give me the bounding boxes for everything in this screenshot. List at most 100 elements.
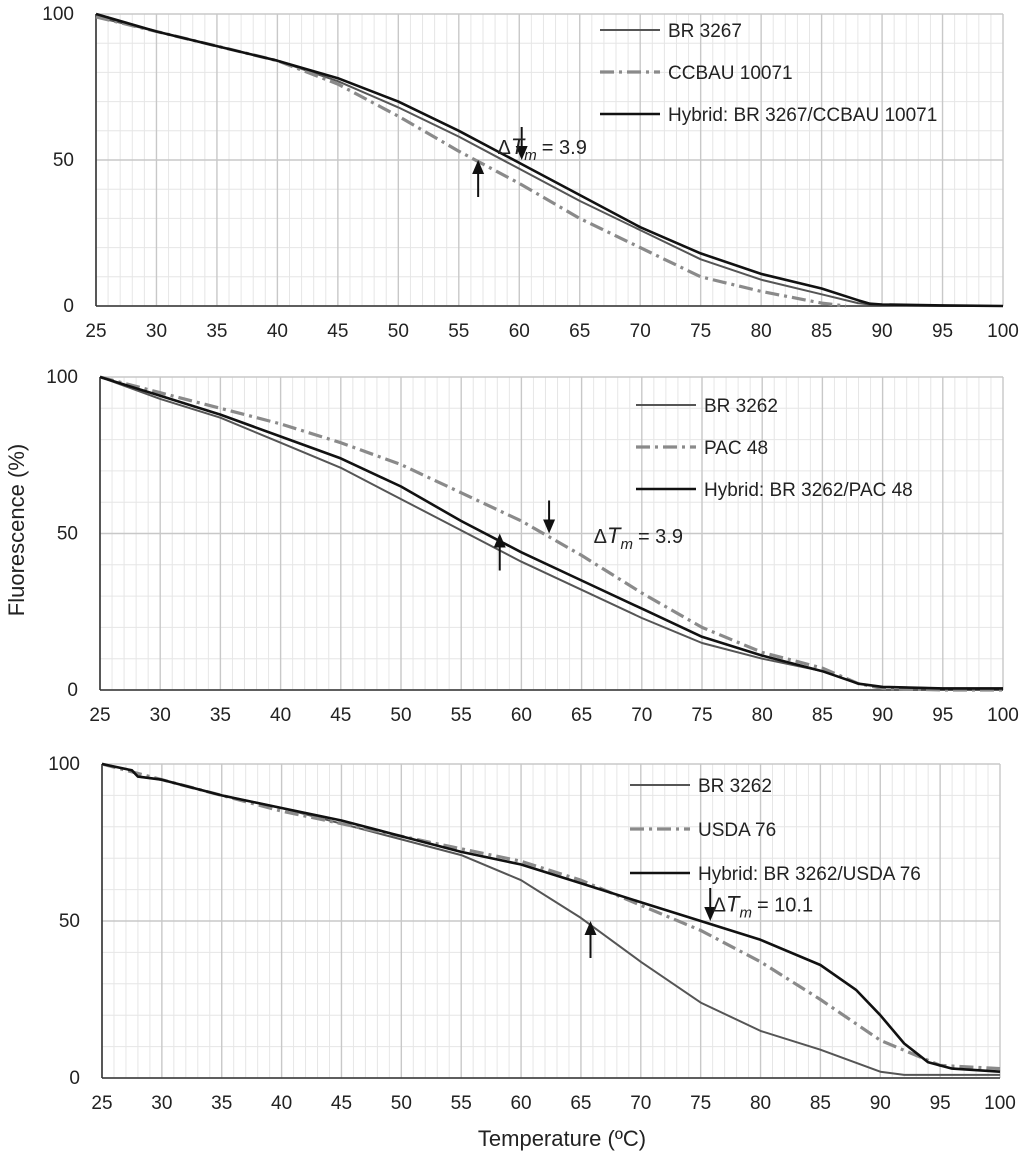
tm-arrow-up: [584, 921, 597, 958]
tm-subscript: m: [620, 536, 633, 553]
arrow-head: [472, 160, 485, 174]
chart-panel-3: 25 30 35 40 45 50 55 60 65 70 75 80 85 90 95 100 0 50 100 Δ…: [48, 754, 1016, 1114]
x-tick-label: 100: [987, 321, 1019, 342]
x-tick-label: 95: [930, 1093, 951, 1114]
x-tick-label: 75: [691, 705, 712, 726]
y-tick-label: 50: [59, 911, 80, 932]
x-tick-label: 45: [327, 321, 348, 342]
series-line-partner: [95, 15, 846, 308]
x-tick-label: 50: [391, 1093, 412, 1114]
tm-symbol: T: [511, 134, 526, 159]
delta-tm-annotation: ΔTm = 3.9: [497, 134, 586, 164]
tm-symbol: T: [726, 892, 741, 917]
x-tick-label: 55: [451, 705, 472, 726]
x-tick-label: 70: [631, 705, 652, 726]
y-tick-label: 100: [48, 754, 80, 775]
legend-entry: BR 3262: [704, 396, 778, 417]
legend-entry: Hybrid: BR 3267/CCBAU 10071: [668, 105, 937, 126]
arrow-head: [584, 921, 597, 935]
x-tick-label: 35: [211, 1093, 232, 1114]
y-tick-label: 100: [42, 4, 74, 25]
x-tick-label: 60: [509, 321, 530, 342]
y-tick-label: 50: [53, 150, 74, 171]
x-tick-label: 90: [872, 705, 893, 726]
tm-arrow-down: [704, 888, 717, 921]
x-tick-label: 60: [510, 1093, 531, 1114]
x-tick-label: 40: [271, 1093, 292, 1114]
tm-arrow-up: [493, 533, 506, 571]
delta-tm-value: = 3.9: [638, 526, 683, 548]
arrow-head: [515, 146, 528, 160]
delta-tm-annotation: ΔTm = 10.1: [713, 892, 813, 922]
x-tick-label: 30: [150, 705, 171, 726]
arrow-head: [704, 907, 717, 921]
chart-panels: 25 30 35 40 45 50 55 60 65 70 75 80 85 90 95 100 0 50 100 Δ…: [42, 4, 1019, 1114]
tm-subscript: m: [739, 905, 752, 922]
x-tick-label: 50: [388, 321, 409, 342]
legend-entry: CCBAU 10071: [668, 63, 793, 84]
x-tick-label: 25: [91, 1093, 112, 1114]
legend-entry: PAC 48: [704, 438, 768, 459]
tm-arrow-down: [515, 127, 528, 160]
x-tick-label: 55: [448, 321, 469, 342]
tm-symbol: T: [607, 523, 622, 548]
series-line-hybrid: [101, 762, 1001, 1073]
x-tick-label: 80: [751, 321, 772, 342]
delta-tm-value: = 10.1: [757, 895, 813, 917]
x-tick-label: 45: [331, 1093, 352, 1114]
x-tick-label: 70: [630, 1093, 651, 1114]
x-tick-label: 25: [89, 705, 110, 726]
chart-panel-1: 25 30 35 40 45 50 55 60 65 70 75 80 85 90 95 100 0 50 100 Δ…: [42, 4, 1019, 342]
delta-symbol: Δ: [594, 526, 607, 548]
x-tick-label: 95: [932, 705, 953, 726]
x-tick-label: 30: [151, 1093, 172, 1114]
delta-symbol: Δ: [497, 137, 510, 159]
x-tick-label: 90: [871, 321, 892, 342]
y-tick-label: 0: [63, 296, 74, 317]
x-tick-label: 55: [451, 1093, 472, 1114]
x-tick-label: 35: [210, 705, 231, 726]
legend-entry: BR 3262: [698, 776, 772, 797]
legend: BR 3267 CCBAU 10071 Hybrid: BR 3267/CCBAU …: [600, 21, 937, 126]
x-tick-label: 95: [932, 321, 953, 342]
legend-entry: Hybrid: BR 3262/USDA 76: [698, 864, 921, 885]
chart-panel-2: 25 30 35 40 45 50 55 60 65 70 75 80 85 90 95 100 0 50 100 Δ…: [46, 367, 1019, 726]
delta-tm-annotation: ΔTm = 3.9: [594, 523, 683, 553]
x-tick-label: 80: [752, 705, 773, 726]
x-tick-label: 75: [690, 1093, 711, 1114]
x-tick-label: 30: [146, 321, 167, 342]
x-tick-label: 60: [511, 705, 532, 726]
legend: BR 3262 USDA 76 Hybrid: BR 3262/USDA 76: [630, 776, 921, 885]
y-tick-label: 0: [67, 680, 78, 701]
x-tick-label: 90: [870, 1093, 891, 1114]
y-tick-label: 0: [69, 1068, 80, 1089]
x-tick-label: 45: [330, 705, 351, 726]
y-axis-label: Fluorescence (%): [4, 444, 29, 616]
x-axis-label: Temperature (ºC): [478, 1126, 646, 1151]
legend-entry: BR 3267: [668, 21, 742, 42]
delta-symbol: Δ: [713, 895, 726, 917]
x-tick-label: 65: [569, 321, 590, 342]
legend-entry: Hybrid: BR 3262/PAC 48: [704, 480, 913, 501]
y-tick-label: 100: [46, 367, 78, 388]
tm-arrow-up: [472, 160, 485, 197]
x-tick-label: 50: [390, 705, 411, 726]
x-tick-label: 65: [571, 705, 592, 726]
series-line-partner: [101, 762, 1001, 1071]
grid: [99, 376, 1004, 691]
x-tick-label: 35: [206, 321, 227, 342]
x-tick-label: 85: [811, 321, 832, 342]
series-line-parent: [95, 15, 1003, 307]
series-line-hybrid: [99, 375, 1003, 690]
legend: BR 3262 PAC 48 Hybrid: BR 3262/PAC 48: [636, 396, 913, 501]
x-tick-label: 40: [267, 321, 288, 342]
grid: [95, 13, 1004, 307]
x-tick-label: 80: [750, 1093, 771, 1114]
legend-entry: USDA 76: [698, 820, 776, 841]
x-tick-label: 85: [810, 1093, 831, 1114]
x-tick-label: 75: [690, 321, 711, 342]
arrow-head: [543, 519, 556, 534]
x-tick-label: 100: [984, 1093, 1016, 1114]
x-tick-label: 25: [85, 321, 106, 342]
